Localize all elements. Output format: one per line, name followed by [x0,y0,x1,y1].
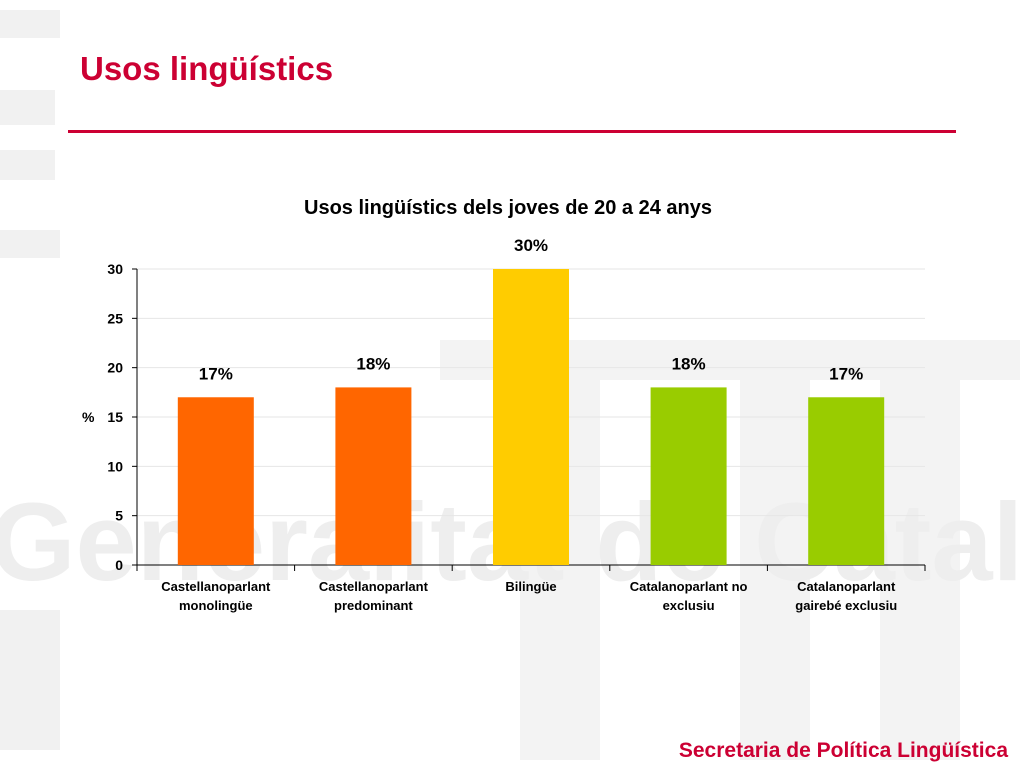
x-category-label-line: Bilingüe [505,579,556,594]
x-category-label-line: exclusiu [663,598,715,613]
x-category-label-line: Catalanoparlant no [630,579,748,594]
x-category-label-line: predominant [334,598,413,613]
x-category-label: Castellanoparlant monolingüe [161,579,271,613]
x-category-label-line: monolingüe [179,598,253,613]
title-underline [68,130,956,133]
y-tick-label: 5 [115,508,123,524]
bar [650,387,727,565]
y-tick-label: 30 [107,261,123,277]
y-tick-label: 20 [107,360,123,376]
data-label: 17% [829,364,863,383]
x-category-label-line: Castellanoparlant [319,579,429,594]
chart-title: Usos lingüístics dels joves de 20 a 24 a… [304,197,712,219]
bars-layer: 17% Castellanoparlant monolingüe 18% Castell… [161,236,897,613]
footer-org-name: Secretaria de Política Lingüística [678,739,1008,762]
bar [808,397,885,565]
x-category-label-line: Catalanoparlant [797,579,896,594]
x-category-label: Catalanoparlant gairebé exclusiu [795,579,897,613]
data-label: 17% [199,364,233,383]
y-axis-label: % [82,409,95,425]
x-category-label: Bilingüe [505,579,556,594]
x-category-label: Castellanoparlant predominant [319,579,429,613]
bar [493,269,569,565]
x-category-label: Catalanoparlant no exclusiu [630,579,748,613]
slide-title: Usos lingüístics [80,50,334,87]
y-tick-label: 25 [107,310,123,326]
data-label: 18% [356,354,390,373]
bar [335,387,412,565]
axis-layer: 0 5 10 15 20 25 30 [107,261,926,573]
bar [177,397,254,565]
data-label: 18% [672,354,706,373]
x-category-label-line: gairebé exclusiu [795,598,897,613]
y-tick-label: 15 [107,409,123,425]
y-tick-label: 0 [115,557,123,573]
y-tick-label: 10 [107,458,123,474]
x-category-label-line: Castellanoparlant [161,579,271,594]
data-label: 30% [514,236,548,255]
